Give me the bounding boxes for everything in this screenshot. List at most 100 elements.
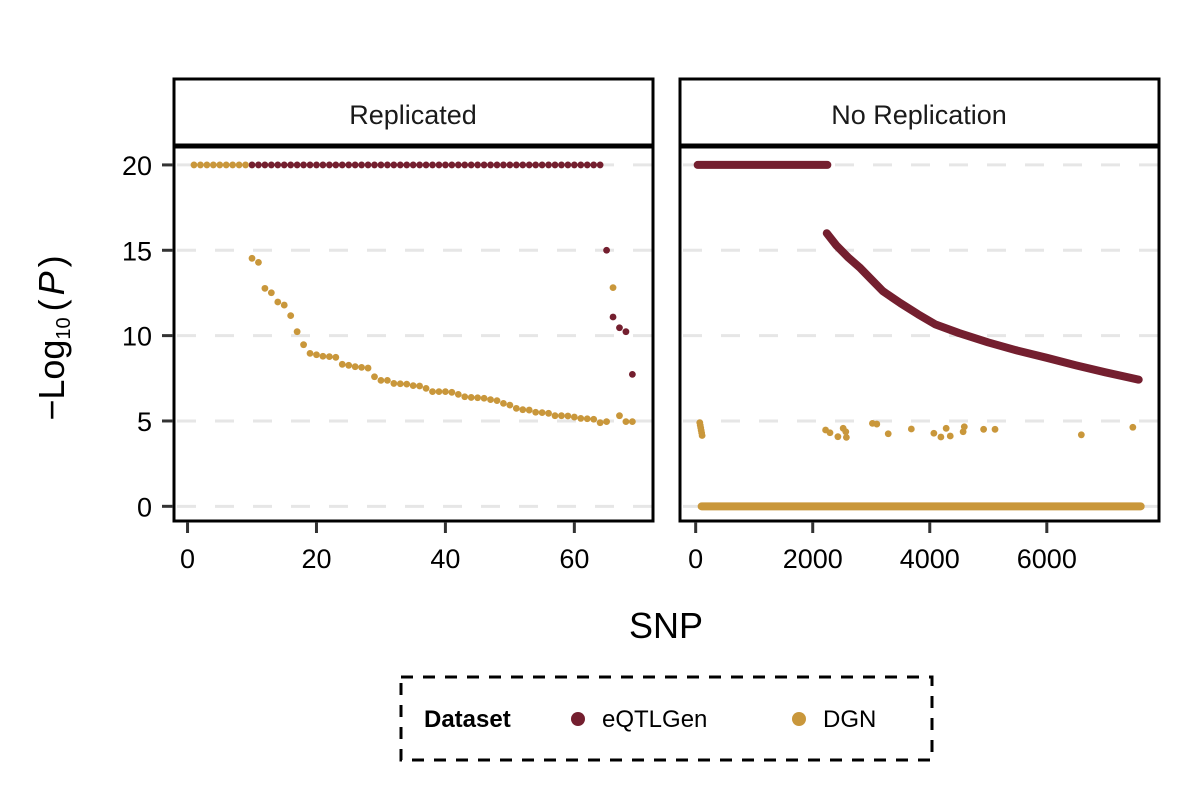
data-point-eqtlgen xyxy=(955,329,963,337)
data-point-dgn xyxy=(616,412,623,420)
data-point-eqtlgen xyxy=(448,161,456,169)
data-point-dgn xyxy=(300,341,307,349)
data-point-dgn xyxy=(467,394,475,401)
plot-border-left xyxy=(172,145,655,523)
marks-right xyxy=(693,160,1145,511)
data-point-dgn xyxy=(222,161,230,169)
data-point-eqtlgen xyxy=(844,253,852,261)
data-point-eqtlgen xyxy=(1014,347,1022,355)
data-point-dgn xyxy=(242,161,249,169)
data-point-dgn xyxy=(834,433,842,441)
data-point-dgn xyxy=(577,415,585,422)
data-point-dgn xyxy=(332,353,340,361)
data-point-eqtlgen xyxy=(377,161,385,169)
data-point-eqtlgen xyxy=(1072,361,1080,369)
data-point-dgn xyxy=(842,428,850,436)
y-axis-title-prefix: −Log xyxy=(31,340,72,421)
data-point-eqtlgen xyxy=(358,161,366,169)
data-point-eqtlgen xyxy=(416,161,424,169)
data-point-dgn xyxy=(480,394,488,402)
x-tick-label-right: 0 xyxy=(688,544,703,574)
strip-replicated xyxy=(172,77,655,147)
x-axis-right: 0 2000 4000 6000 xyxy=(688,522,1077,574)
data-point-dgn xyxy=(280,301,288,309)
data-point-eqtlgen xyxy=(622,328,630,336)
data-point-dgn xyxy=(960,423,968,431)
data-point-eqtlgen xyxy=(332,161,340,169)
x-axis-left: 0 20 40 60 xyxy=(180,522,589,574)
data-point-dgn xyxy=(500,399,507,407)
data-point-dgn xyxy=(248,254,256,262)
x-tick-label-left: 40 xyxy=(430,544,460,574)
data-point-eqtlgen xyxy=(345,161,353,169)
y-tick-label: 5 xyxy=(137,407,152,437)
data-point-eqtlgen xyxy=(325,161,333,169)
data-point-eqtlgen xyxy=(467,161,475,169)
data-point-dgn xyxy=(942,424,950,432)
data-point-dgn xyxy=(197,161,204,169)
y-tick-label: 15 xyxy=(122,236,152,266)
data-point-dgn xyxy=(371,373,378,381)
data-point-eqtlgen xyxy=(500,161,507,169)
data-point-dgn xyxy=(873,420,881,428)
data-point-dgn xyxy=(545,409,552,417)
data-point-eqtlgen xyxy=(984,338,992,346)
y-axis-title-var: P xyxy=(31,271,72,295)
data-point-dgn xyxy=(383,376,391,384)
data-point-eqtlgen xyxy=(823,229,831,237)
data-point-eqtlgen xyxy=(879,287,887,295)
data-point-dgn xyxy=(583,415,591,423)
data-point-dgn xyxy=(209,161,217,169)
data-point-eqtlgen xyxy=(300,161,307,169)
data-point-eqtlgen xyxy=(570,161,578,169)
data-point-dgn xyxy=(937,433,945,441)
data-point-eqtlgen xyxy=(538,161,546,169)
data-point-eqtlgen xyxy=(932,321,940,329)
data-point-eqtlgen xyxy=(590,161,598,169)
data-point-dgn xyxy=(1077,431,1085,439)
data-point-dgn xyxy=(884,430,892,438)
data-point-dgn xyxy=(325,353,333,361)
data-point-eqtlgen xyxy=(474,161,482,169)
data-point-dgn xyxy=(525,406,533,414)
x-tick-label-right: 4000 xyxy=(900,544,960,574)
data-point-dgn xyxy=(512,404,520,412)
data-point-dgn xyxy=(267,289,275,297)
data-point-dgn xyxy=(980,425,988,433)
data-point-dgn xyxy=(538,409,546,417)
data-point-eqtlgen xyxy=(461,161,469,169)
y-axis-title-paren-open: ( xyxy=(31,299,72,311)
data-point-dgn xyxy=(493,397,501,405)
grid-left xyxy=(174,147,653,521)
data-point-dgn xyxy=(442,388,449,396)
legend: Dataset eQTLGen DGN xyxy=(399,675,934,762)
panel-replicated: Replicated 0 20 40 60 xyxy=(172,77,655,574)
data-point-eqtlgen xyxy=(577,161,585,169)
data-point-dgn xyxy=(319,352,327,360)
data-point-dgn xyxy=(474,394,482,402)
data-point-dgn xyxy=(261,284,269,292)
data-point-eqtlgen xyxy=(558,161,565,169)
data-point-eqtlgen xyxy=(867,275,875,283)
data-point-eqtlgen xyxy=(422,161,430,169)
data-point-eqtlgen xyxy=(583,161,591,169)
data-point-dgn xyxy=(345,361,353,369)
data-point-eqtlgen xyxy=(338,161,346,169)
data-point-dgn xyxy=(403,380,411,388)
data-point-eqtlgen xyxy=(856,263,864,271)
data-point-dgn xyxy=(558,412,565,420)
data-point-dgn xyxy=(287,312,295,320)
data-point-eqtlgen xyxy=(255,161,262,169)
data-point-eqtlgen xyxy=(403,161,411,169)
y-tick-label: 20 xyxy=(122,151,152,181)
data-point-dgn xyxy=(338,360,346,368)
data-point-eqtlgen xyxy=(313,161,320,169)
x-tick-label-left: 0 xyxy=(180,544,195,574)
data-point-eqtlgen xyxy=(409,161,417,169)
data-point-eqtlgen xyxy=(396,161,404,169)
y-axis-title: −Log10 (P) xyxy=(31,255,75,420)
data-point-eqtlgen xyxy=(596,161,604,169)
y-axis-title-sub: 10 xyxy=(53,317,75,339)
data-point-eqtlgen xyxy=(487,161,494,169)
